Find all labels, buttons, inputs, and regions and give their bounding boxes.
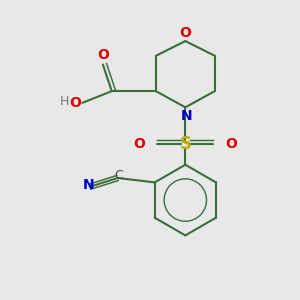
Text: O: O xyxy=(69,96,81,110)
Text: O: O xyxy=(179,26,191,40)
Text: O: O xyxy=(134,137,146,151)
Text: S: S xyxy=(179,135,191,153)
Text: O: O xyxy=(225,137,237,151)
Text: O: O xyxy=(97,48,109,62)
Text: N: N xyxy=(82,178,94,192)
Text: H: H xyxy=(60,95,69,108)
Text: N: N xyxy=(181,109,193,123)
Text: C: C xyxy=(115,169,124,182)
